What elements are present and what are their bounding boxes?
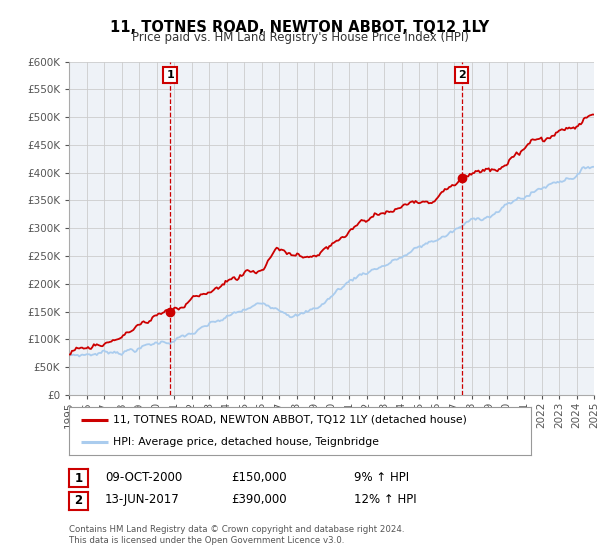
Text: Price paid vs. HM Land Registry's House Price Index (HPI): Price paid vs. HM Land Registry's House … (131, 31, 469, 44)
Text: Contains HM Land Registry data © Crown copyright and database right 2024.
This d: Contains HM Land Registry data © Crown c… (69, 525, 404, 545)
Text: 13-JUN-2017: 13-JUN-2017 (105, 493, 180, 506)
Text: 12% ↑ HPI: 12% ↑ HPI (354, 493, 416, 506)
Text: 2: 2 (74, 494, 83, 507)
Text: 11, TOTNES ROAD, NEWTON ABBOT, TQ12 1LY: 11, TOTNES ROAD, NEWTON ABBOT, TQ12 1LY (110, 20, 490, 35)
Text: 2: 2 (458, 70, 466, 80)
Text: £390,000: £390,000 (231, 493, 287, 506)
Text: 1: 1 (74, 472, 83, 485)
Text: 11, TOTNES ROAD, NEWTON ABBOT, TQ12 1LY (detached house): 11, TOTNES ROAD, NEWTON ABBOT, TQ12 1LY … (113, 415, 467, 425)
Text: 1: 1 (166, 70, 174, 80)
Text: 09-OCT-2000: 09-OCT-2000 (105, 470, 182, 484)
Text: 9% ↑ HPI: 9% ↑ HPI (354, 470, 409, 484)
Text: HPI: Average price, detached house, Teignbridge: HPI: Average price, detached house, Teig… (113, 437, 379, 447)
Text: £150,000: £150,000 (231, 470, 287, 484)
